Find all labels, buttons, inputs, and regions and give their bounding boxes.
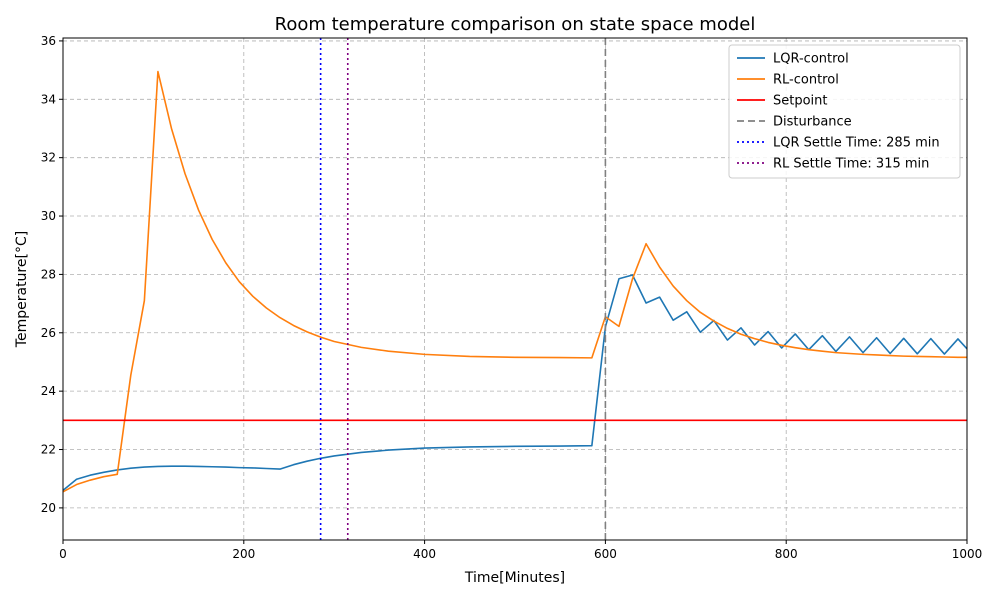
legend-label: Disturbance xyxy=(773,115,852,130)
x-tick-label: 600 xyxy=(594,547,617,561)
x-tick-label: 0 xyxy=(59,547,67,561)
series-line-lqr-control xyxy=(62,274,968,491)
x-tick-label: 1000 xyxy=(952,547,983,561)
x-axis-title: Time[Minutes] xyxy=(464,570,565,586)
legend: LQR-control RL-control Setpoint Disturbance… xyxy=(728,44,961,179)
grid xyxy=(62,38,968,540)
legend-box xyxy=(728,44,961,179)
legend-label: RL-control xyxy=(773,73,839,88)
y-tick-label: 30 xyxy=(41,209,56,223)
y-tick-label: 32 xyxy=(41,151,56,165)
y-axis-title: Temperature[°C] xyxy=(14,231,30,348)
chart-title: Room temperature comparison on state spa… xyxy=(275,14,756,35)
legend-label: Setpoint xyxy=(773,94,828,109)
x-tick-label: 800 xyxy=(775,547,798,561)
ticks: 0 200 400 600 800 1000 20 22 24 26 28 30 32 34 36 xyxy=(41,34,983,561)
legend-label: LQR Settle Time: 285 min xyxy=(773,136,940,151)
y-tick-label: 20 xyxy=(41,501,56,515)
y-tick-label: 24 xyxy=(41,384,56,398)
y-tick-label: 34 xyxy=(41,92,56,106)
plot-area xyxy=(62,38,968,540)
y-tick-label: 28 xyxy=(41,267,56,281)
x-tick-label: 200 xyxy=(232,547,255,561)
legend-label: RL Settle Time: 315 min xyxy=(773,157,929,172)
y-tick-label: 36 xyxy=(41,34,56,48)
axes-frame xyxy=(62,37,968,541)
x-tick-label: 400 xyxy=(413,547,436,561)
y-tick-label: 26 xyxy=(41,326,56,340)
series-line-rl-control xyxy=(62,70,967,493)
y-tick-label: 22 xyxy=(41,443,56,457)
legend-label: LQR-control xyxy=(773,52,849,67)
